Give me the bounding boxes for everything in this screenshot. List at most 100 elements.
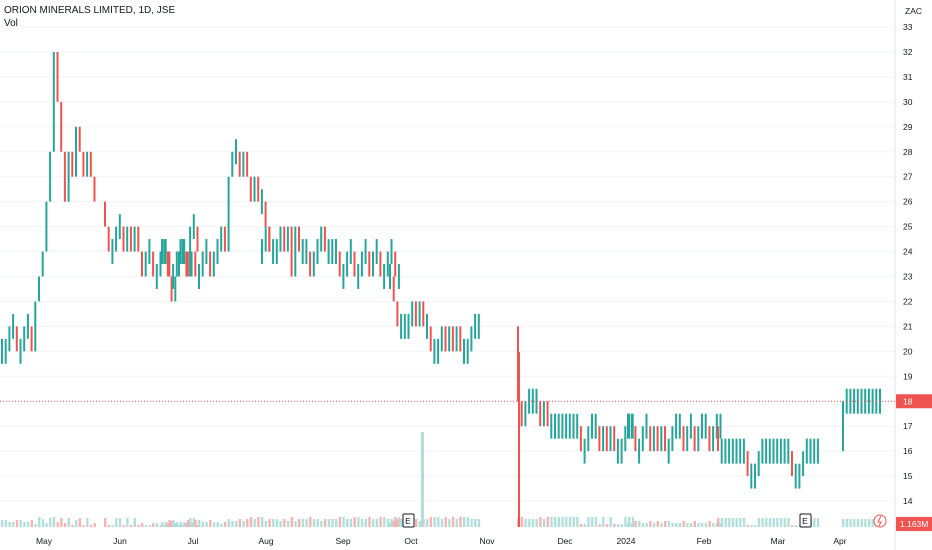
volume-bar xyxy=(286,521,290,527)
volume-bar xyxy=(660,523,663,527)
volume-bar xyxy=(268,519,271,527)
volume-bar xyxy=(724,518,727,527)
volume-bar xyxy=(107,525,111,527)
volume-bar xyxy=(261,519,264,527)
volume-bar xyxy=(609,517,612,527)
volume-bar xyxy=(181,525,185,527)
volume-bar xyxy=(576,517,579,527)
volume-bar xyxy=(137,525,140,527)
volume-bar xyxy=(667,521,671,527)
volume-bar xyxy=(34,524,37,527)
volume-bar xyxy=(813,518,816,527)
volume-bar xyxy=(309,517,312,527)
volume-bar xyxy=(392,521,396,527)
volume-bar xyxy=(856,519,860,527)
dividend-icon[interactable] xyxy=(873,514,887,528)
volume-bar xyxy=(174,523,177,527)
volume-bar xyxy=(579,524,583,527)
volume-bar xyxy=(41,519,45,527)
earnings-marker[interactable] xyxy=(799,513,812,528)
volume-bar xyxy=(645,523,648,527)
volume-bar xyxy=(791,525,794,527)
volume-bar xyxy=(30,520,33,527)
volume-bar xyxy=(776,518,779,527)
volume-bar xyxy=(686,523,689,527)
volume-bar xyxy=(168,520,171,527)
x-tick-label: Sep xyxy=(335,536,350,546)
volume-bar xyxy=(554,517,557,527)
volume-bar xyxy=(627,523,630,527)
volume-bar xyxy=(264,521,268,527)
chart-header: ORION MINERALS LIMITED, 1D, JSE Vol xyxy=(4,5,175,29)
x-tick-label: Oct xyxy=(404,536,418,546)
volume-bar xyxy=(583,524,586,527)
volume-bar xyxy=(122,525,125,527)
volume-bar xyxy=(426,519,429,527)
volume-bar xyxy=(616,524,620,527)
volume-bar xyxy=(164,522,168,527)
volume-bar xyxy=(316,519,319,527)
volume-bar xyxy=(649,521,652,527)
volume-bar xyxy=(397,517,401,527)
volume-bar xyxy=(390,519,393,527)
volume-bar xyxy=(63,523,67,527)
volume-bar xyxy=(613,524,616,527)
volume-bar xyxy=(189,518,192,527)
volume-bar xyxy=(104,518,107,527)
volume-bar xyxy=(400,519,403,527)
volume-bar xyxy=(528,519,531,527)
volume-bar xyxy=(111,525,114,527)
volume-bar xyxy=(787,518,790,527)
y-tick-label: 22 xyxy=(903,296,913,306)
x-tick-label: Feb xyxy=(697,536,712,546)
volume-bar xyxy=(624,517,627,527)
volume-bar xyxy=(728,518,731,527)
symbol-title[interactable]: ORION MINERALS LIMITED, 1D, JSE xyxy=(4,5,176,16)
volume-bar xyxy=(155,523,159,527)
volume-bar xyxy=(327,519,330,527)
volume-bar xyxy=(591,517,594,527)
volume-bar xyxy=(4,520,8,527)
x-tick-label: 2024 xyxy=(617,536,636,546)
volume-bar xyxy=(175,522,179,527)
volume-bar xyxy=(693,521,696,527)
volume-bar xyxy=(602,517,605,527)
volume-bar xyxy=(717,518,720,527)
volume-bar xyxy=(15,520,19,527)
y-tick-label: 28 xyxy=(903,147,913,157)
volume-bar xyxy=(242,521,245,527)
volume-bar xyxy=(550,517,553,527)
volume-bar xyxy=(283,519,286,527)
volume-bar xyxy=(429,517,433,527)
volume-bar xyxy=(86,518,89,527)
volume-bar xyxy=(765,518,768,527)
volume-bar xyxy=(664,521,667,527)
volume-bar xyxy=(1,520,4,527)
volume-bar xyxy=(542,519,546,527)
last-volume-box xyxy=(896,517,932,531)
volume-bar xyxy=(524,519,527,527)
volume-bar xyxy=(126,518,129,527)
volume-bar xyxy=(19,520,22,527)
earnings-marker[interactable] xyxy=(402,513,415,528)
volume-bar xyxy=(192,518,196,527)
volume-bar xyxy=(631,517,635,527)
volume-bar xyxy=(634,521,637,527)
volume-bar xyxy=(78,518,82,527)
x-tick-label: May xyxy=(36,536,53,546)
volume-bar xyxy=(757,518,761,527)
volume-bar xyxy=(201,522,205,527)
volume-bar xyxy=(60,518,63,527)
volume-bar xyxy=(360,519,364,527)
volume-bar xyxy=(249,517,253,527)
volume-bar xyxy=(194,520,197,527)
volume-bar xyxy=(205,522,208,527)
volume-bar xyxy=(38,517,41,527)
volume-bar xyxy=(712,523,715,527)
volume-bar xyxy=(433,517,436,527)
volume-bar xyxy=(768,518,772,527)
volume-bar xyxy=(845,519,849,527)
volume-bar xyxy=(594,517,598,527)
volume-bar xyxy=(842,519,845,527)
